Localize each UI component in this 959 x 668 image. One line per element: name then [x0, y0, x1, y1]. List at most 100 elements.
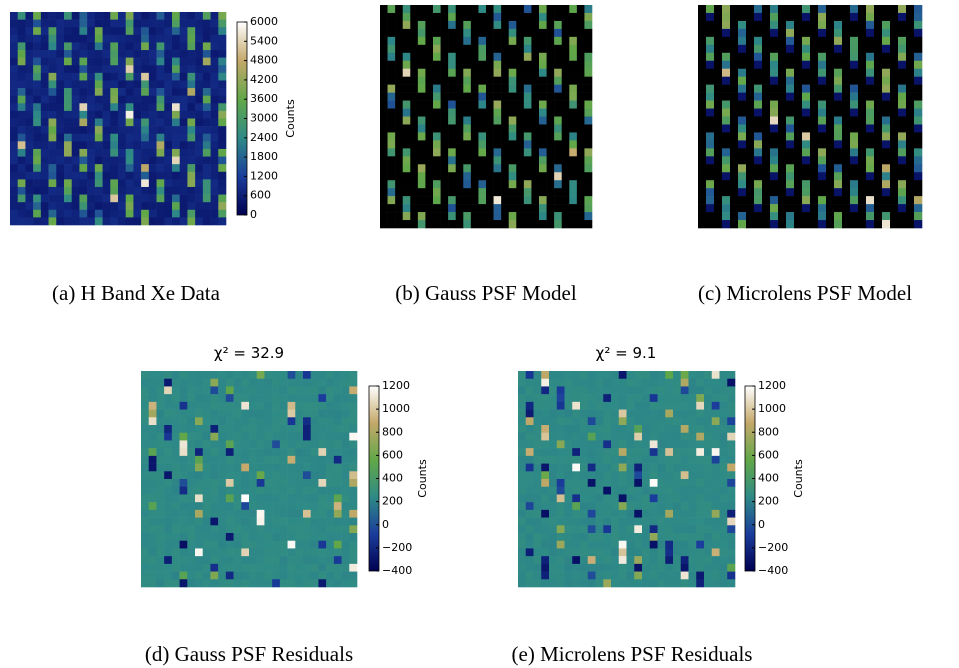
- pixel: [501, 29, 509, 37]
- pixel: [898, 132, 906, 140]
- pixel: [794, 212, 802, 220]
- pixel: [770, 148, 778, 156]
- pixel: [730, 53, 738, 61]
- pixel: [738, 132, 746, 140]
- pixel: [141, 65, 149, 73]
- pixel: [241, 548, 249, 556]
- pixel: [730, 101, 738, 109]
- pixel: [580, 502, 588, 510]
- pixel: [890, 140, 898, 148]
- pixel: [786, 77, 794, 85]
- pixel: [49, 111, 57, 119]
- pixel: [164, 65, 172, 73]
- pixel: [890, 77, 898, 85]
- pixel: [141, 494, 149, 502]
- pixel: [565, 502, 573, 510]
- pixel: [33, 50, 41, 58]
- pixel: [534, 525, 542, 533]
- pixel: [577, 45, 585, 53]
- pixel: [87, 88, 95, 96]
- pixel: [603, 479, 611, 487]
- pixel: [110, 195, 118, 203]
- pixel: [157, 149, 165, 157]
- pixel: [494, 53, 502, 61]
- pixel: [549, 548, 557, 556]
- pixel: [241, 564, 249, 572]
- pixel: [696, 425, 704, 433]
- pixel: [456, 212, 464, 220]
- pixel: [133, 149, 141, 157]
- pixel: [712, 533, 720, 541]
- pixel: [539, 124, 547, 132]
- pixel: [388, 29, 396, 37]
- pixel: [311, 533, 319, 541]
- pixel: [706, 69, 714, 77]
- pixel: [580, 433, 588, 441]
- pixel: [524, 196, 532, 204]
- pixel: [149, 134, 157, 142]
- pixel: [141, 172, 149, 180]
- pixel: [241, 371, 249, 379]
- pixel: [456, 172, 464, 180]
- pixel: [762, 93, 770, 101]
- pixel: [218, 12, 226, 20]
- pixel: [611, 371, 619, 379]
- pixel: [149, 394, 157, 402]
- pixel: [738, 53, 746, 61]
- pixel: [890, 109, 898, 117]
- pixel: [41, 27, 49, 35]
- pixel: [118, 195, 126, 203]
- pixel: [531, 180, 539, 188]
- pixel: [156, 548, 164, 556]
- pixel: [156, 456, 164, 464]
- pixel: [572, 425, 580, 433]
- pixel: [234, 479, 242, 487]
- pixel: [210, 572, 218, 580]
- pixel: [577, 85, 585, 93]
- pixel: [658, 487, 666, 495]
- pixel: [524, 13, 532, 21]
- pixel: [524, 5, 532, 13]
- pixel: [380, 77, 388, 85]
- pixel: [133, 73, 141, 81]
- pixel: [41, 50, 49, 58]
- pixel: [203, 525, 211, 533]
- panel: (a) H Band Xe Data0600120018002400300036…: [10, 12, 297, 305]
- pixel: [195, 494, 203, 502]
- pixel: [882, 21, 890, 29]
- pixel: [56, 103, 64, 111]
- pixel: [226, 502, 234, 510]
- pixel: [509, 45, 517, 53]
- pixel: [95, 119, 103, 127]
- pixel: [569, 124, 577, 132]
- pixel: [463, 61, 471, 69]
- pixel: [164, 371, 172, 379]
- pixel: [850, 13, 858, 21]
- pixel: [218, 164, 226, 172]
- pixel: [547, 188, 555, 196]
- pixel: [49, 210, 57, 218]
- pixel: [72, 20, 80, 28]
- pixel: [180, 548, 188, 556]
- pixel: [149, 195, 157, 203]
- pixel: [842, 124, 850, 132]
- pixel: [580, 510, 588, 518]
- pixel: [463, 172, 471, 180]
- pixel: [433, 164, 441, 172]
- pixel: [410, 13, 418, 21]
- pixel: [818, 140, 826, 148]
- pixel: [746, 5, 754, 13]
- pixel: [486, 188, 494, 196]
- pixel: [557, 548, 565, 556]
- pixel: [187, 111, 195, 119]
- pixel: [746, 220, 754, 228]
- pixel: [603, 579, 611, 587]
- pixel: [172, 27, 180, 35]
- pixel: [141, 572, 149, 580]
- pixel: [25, 20, 33, 28]
- pixel: [257, 440, 265, 448]
- pixel: [342, 510, 350, 518]
- pixel: [425, 196, 433, 204]
- pixel: [914, 204, 922, 212]
- pixel: [103, 20, 111, 28]
